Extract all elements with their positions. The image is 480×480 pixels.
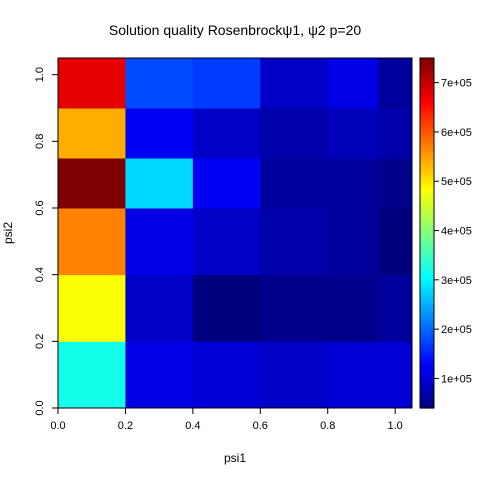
- colorbar-band: [420, 58, 434, 62]
- heatmap-cell: [328, 341, 379, 408]
- x-tick-label: 0.2: [118, 420, 133, 432]
- heatmap-cell: [125, 58, 193, 109]
- heatmap-cell: [378, 208, 412, 275]
- heatmap-cell: [260, 158, 328, 209]
- heatmap-cell: [260, 341, 328, 408]
- y-tick-label: 0.2: [34, 334, 46, 349]
- heatmap-cell: [260, 208, 328, 275]
- colorbar-tick-label: 1e+05: [441, 373, 472, 385]
- x-tick-label: 0.6: [253, 420, 268, 432]
- x-axis-label: psi1: [224, 451, 246, 465]
- heatmap-cell: [125, 341, 193, 408]
- x-tick-label: 0.0: [50, 420, 65, 432]
- heatmap-cell: [193, 275, 261, 342]
- y-tick-label: 0.0: [34, 400, 46, 415]
- y-axis: 0.0 0.2 0.4 0.6 0.8 1.0: [34, 67, 58, 416]
- heatmap-cells: [58, 58, 413, 409]
- heatmap-cell: [328, 158, 379, 209]
- heatmap-cell: [125, 275, 193, 342]
- heatmap-cell: [125, 158, 193, 209]
- heatmap-cell: [58, 208, 126, 275]
- y-tick-label: 0.8: [34, 134, 46, 149]
- heatmap-cell: [58, 58, 126, 109]
- x-tick-label: 0.4: [185, 420, 200, 432]
- x-tick-label: 1.0: [387, 420, 402, 432]
- heatmap-cell: [193, 108, 261, 159]
- heatmap-cell: [58, 108, 126, 159]
- heatmap-cell: [193, 158, 261, 209]
- heatmap-cell: [58, 341, 126, 408]
- heatmap-cell: [328, 208, 379, 275]
- colorbar-tick-label: 6e+05: [441, 127, 472, 139]
- heatmap-cell: [260, 58, 328, 109]
- heatmap-cell: [125, 208, 193, 275]
- heatmap-cell: [58, 158, 126, 209]
- colorbar-tick-label: 4e+05: [441, 226, 472, 238]
- heatmap-cell: [378, 108, 412, 159]
- y-tick-label: 1.0: [34, 67, 46, 82]
- heatmap-cell: [193, 208, 261, 275]
- heatmap-cell: [328, 58, 379, 109]
- colorbar-tick-label: 3e+05: [441, 275, 472, 287]
- heatmap-cell: [260, 108, 328, 159]
- heatmap-cell: [328, 108, 379, 159]
- colorbar-tick-label: 7e+05: [441, 78, 472, 90]
- heatmap-cell: [260, 275, 328, 342]
- x-axis: 0.0 0.2 0.4 0.6 0.8 1.0: [50, 408, 402, 432]
- heatmap-cell: [378, 158, 412, 209]
- heatmap-cell: [328, 275, 379, 342]
- y-tick-label: 0.6: [34, 200, 46, 215]
- heatmap-cell: [378, 275, 412, 342]
- x-tick-label: 0.8: [320, 420, 335, 432]
- heatmap-cell: [193, 341, 261, 408]
- y-tick-label: 0.4: [34, 267, 46, 282]
- colorbar: 1e+05 2e+05 3e+05 4e+05 5e+05 6e+05 7e+05: [420, 58, 472, 409]
- heatmap-cell: [125, 108, 193, 159]
- colorbar-tick-label: 2e+05: [441, 324, 472, 336]
- heatmap-cell: [378, 58, 412, 109]
- y-axis-label: psi2: [1, 222, 15, 244]
- chart-title: Solution quality Rosenbrockψ1, ψ2 p=20: [109, 22, 361, 38]
- heatmap-cell: [58, 275, 126, 342]
- colorbar-tick-label: 5e+05: [441, 176, 472, 188]
- heatmap-cell: [378, 341, 412, 408]
- heatmap-cell: [193, 58, 261, 109]
